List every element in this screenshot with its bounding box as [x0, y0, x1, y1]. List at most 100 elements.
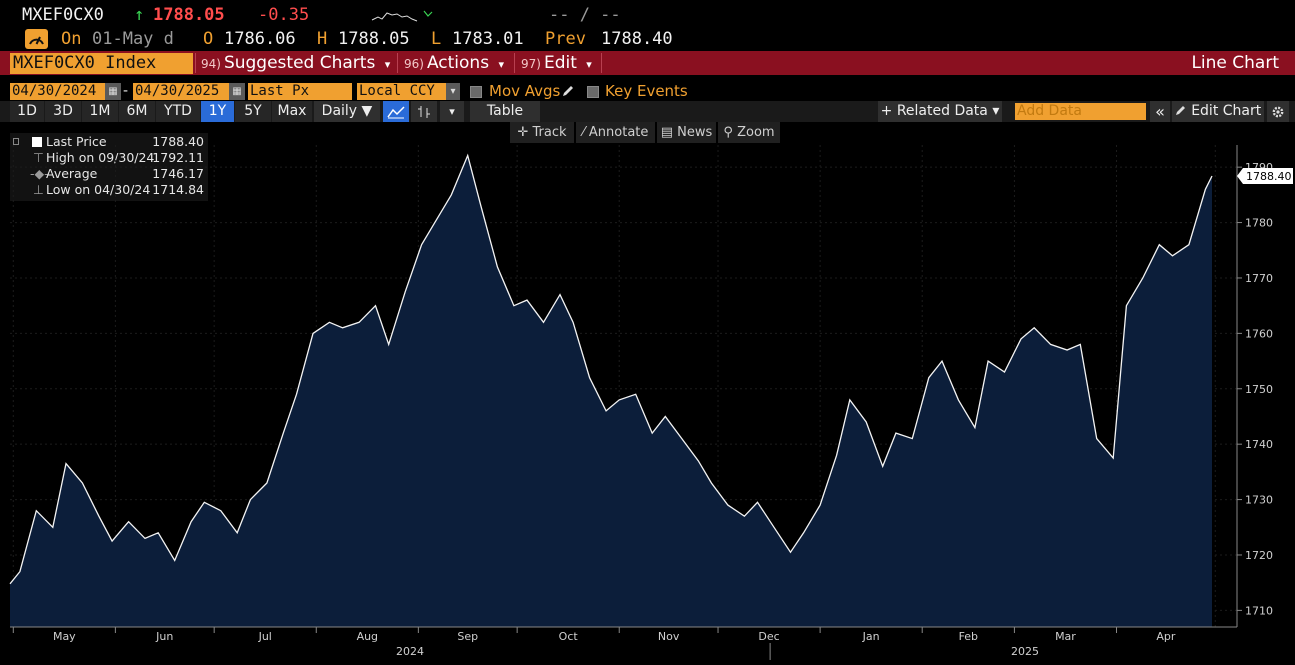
price-line: [9, 153, 1213, 585]
legend-value: 1792.11: [152, 150, 204, 165]
period-1y[interactable]: 1Y: [201, 101, 234, 122]
open-value: 1786.06: [224, 29, 296, 49]
high-value: 1788.05: [338, 29, 410, 49]
x-tick-label: Dec: [758, 630, 779, 643]
collapse-icon[interactable]: «: [1150, 101, 1170, 122]
legend-value: 1746.17: [152, 166, 204, 181]
calendar-icon[interactable]: ▦: [229, 83, 245, 100]
y-tick-label: 1740: [1245, 438, 1273, 451]
last-value-label: 1788.40: [1246, 170, 1292, 183]
date-range-dash: -: [123, 83, 129, 99]
period-max[interactable]: Max: [272, 101, 312, 122]
quote-date: 01-May d: [92, 29, 174, 49]
y-tick-label: 1710: [1245, 604, 1273, 617]
start-date-input[interactable]: 04/30/2024: [10, 83, 105, 100]
annotate-icon: ⁄: [582, 125, 585, 140]
crosshair-icon: ✛: [517, 125, 529, 140]
period-toolbar: 1D 3D 1M 6M YTD 1Y 5Y Max Daily ▼ ▾ Tabl…: [0, 101, 1295, 122]
frequency-select[interactable]: Daily ▼: [314, 101, 380, 122]
period-1m[interactable]: 1M: [82, 101, 118, 122]
x-tick-label: May: [53, 630, 76, 643]
x-tick-label: Jul: [258, 630, 272, 643]
period-ytd[interactable]: YTD: [156, 101, 200, 122]
average-marker-icon: -◆-: [30, 166, 49, 181]
edit-chart-button[interactable]: Edit Chart: [1172, 101, 1264, 122]
table-button[interactable]: Table: [470, 101, 540, 122]
menu-bar: 94) Suggested Charts ▾ 96) Actions ▾ 97) Ed…: [0, 51, 1295, 75]
currency-select[interactable]: Local CCY: [357, 83, 446, 100]
x-tick-label: Aug: [357, 630, 378, 643]
low-value: 1783.01: [452, 29, 524, 49]
x-tick-label: Jan: [862, 630, 880, 643]
sparkline-icon: [371, 10, 433, 22]
price-change: -0.35: [258, 5, 310, 25]
news-icon: ▤: [660, 125, 673, 140]
ohlc-row: On 01-May d O 1786.06 H 1788.05 L 1783.0…: [0, 28, 1295, 50]
speedometer-icon[interactable]: [25, 29, 48, 49]
legend-item-last-price[interactable]: Last Price 1788.40: [10, 134, 208, 150]
legend-label: Last Price: [46, 134, 107, 149]
pencil-icon[interactable]: [561, 84, 575, 98]
news-tool[interactable]: ▤ News: [657, 122, 716, 143]
y-tick-label: 1750: [1245, 383, 1273, 396]
legend-item-average[interactable]: -◆- Average 1746.17: [10, 166, 208, 182]
period-3d[interactable]: 3D: [45, 101, 81, 122]
calendar-icon[interactable]: ▦: [105, 83, 121, 100]
high-label: H: [317, 29, 328, 49]
chart-type-label[interactable]: Line Chart: [1191, 53, 1279, 73]
pencil-icon: [1175, 106, 1185, 115]
chevron-down-icon: ▾: [384, 58, 391, 71]
y-tick-label: 1730: [1245, 494, 1273, 507]
gear-icon[interactable]: [1267, 101, 1289, 122]
legend-value: 1714.84: [152, 182, 204, 197]
x-tick-label: Sep: [457, 630, 478, 643]
suggested-charts-menu[interactable]: 94) Suggested Charts ▾: [201, 53, 391, 73]
period-6m[interactable]: 6M: [119, 101, 155, 122]
legend-value: 1788.40: [152, 134, 204, 149]
zoom-tool[interactable]: ⚲ Zoom: [718, 122, 780, 143]
period-1d[interactable]: 1D: [10, 101, 44, 122]
bar-chart-icon[interactable]: [411, 101, 437, 122]
mov-avgs-label[interactable]: Mov Avgs: [489, 82, 561, 100]
edit-menu[interactable]: 97) Edit ▾: [521, 53, 592, 73]
high-marker-icon: ⊤: [33, 150, 44, 165]
x-tick-label: Mar: [1055, 630, 1076, 643]
y-tick-label: 1780: [1245, 217, 1273, 230]
key-events-checkbox[interactable]: [587, 86, 599, 98]
legend-label: High on 09/30/24: [46, 150, 155, 165]
x-tick-label: Feb: [959, 630, 978, 643]
magnifier-icon: ⚲: [723, 125, 733, 140]
y-tick-label: 1770: [1245, 272, 1273, 285]
add-data-input[interactable]: Add Data: [1015, 103, 1146, 120]
low-label: L: [431, 29, 442, 49]
chevron-down-icon[interactable]: ▾: [440, 101, 464, 122]
legend-item-low[interactable]: ⊥ Low on 04/30/24 1714.84: [10, 182, 208, 198]
collapse-icon[interactable]: [13, 138, 19, 145]
legend-item-high[interactable]: ⊤ High on 09/30/24 1792.11: [10, 150, 208, 166]
related-data-menu[interactable]: + Related Data ▾: [878, 101, 1002, 122]
x-tick-label: Apr: [1156, 630, 1176, 643]
line-chart-icon[interactable]: [383, 101, 409, 122]
prev-value: 1788.40: [601, 29, 673, 49]
security-field[interactable]: MXEF0CX0 Index: [10, 53, 193, 74]
period-5y[interactable]: 5Y: [235, 101, 271, 122]
actions-menu[interactable]: 96) Actions ▾: [404, 53, 504, 73]
track-tool[interactable]: ✛ Track: [510, 122, 574, 143]
low-marker-icon: ⊥: [33, 182, 44, 197]
mov-avgs-checkbox[interactable]: [470, 86, 482, 98]
chevron-down-icon[interactable]: ▾: [446, 83, 460, 100]
field-select[interactable]: Last Px: [248, 83, 352, 100]
prev-label: Prev: [545, 29, 586, 49]
chart-legend: Last Price 1788.40 ⊤ High on 09/30/24 17…: [10, 133, 208, 201]
chevron-down-icon: ▾: [498, 58, 504, 71]
key-events-label[interactable]: Key Events: [605, 82, 688, 100]
legend-label: Average: [46, 166, 98, 181]
ticker-symbol[interactable]: MXEF0CX0: [22, 5, 104, 25]
last-value-box: [1237, 168, 1293, 185]
open-label: O: [203, 29, 214, 49]
annotate-tool[interactable]: ⁄ Annotate: [576, 122, 655, 143]
chevron-down-icon: ▾: [586, 58, 592, 71]
end-date-input[interactable]: 04/30/2025: [133, 83, 229, 100]
